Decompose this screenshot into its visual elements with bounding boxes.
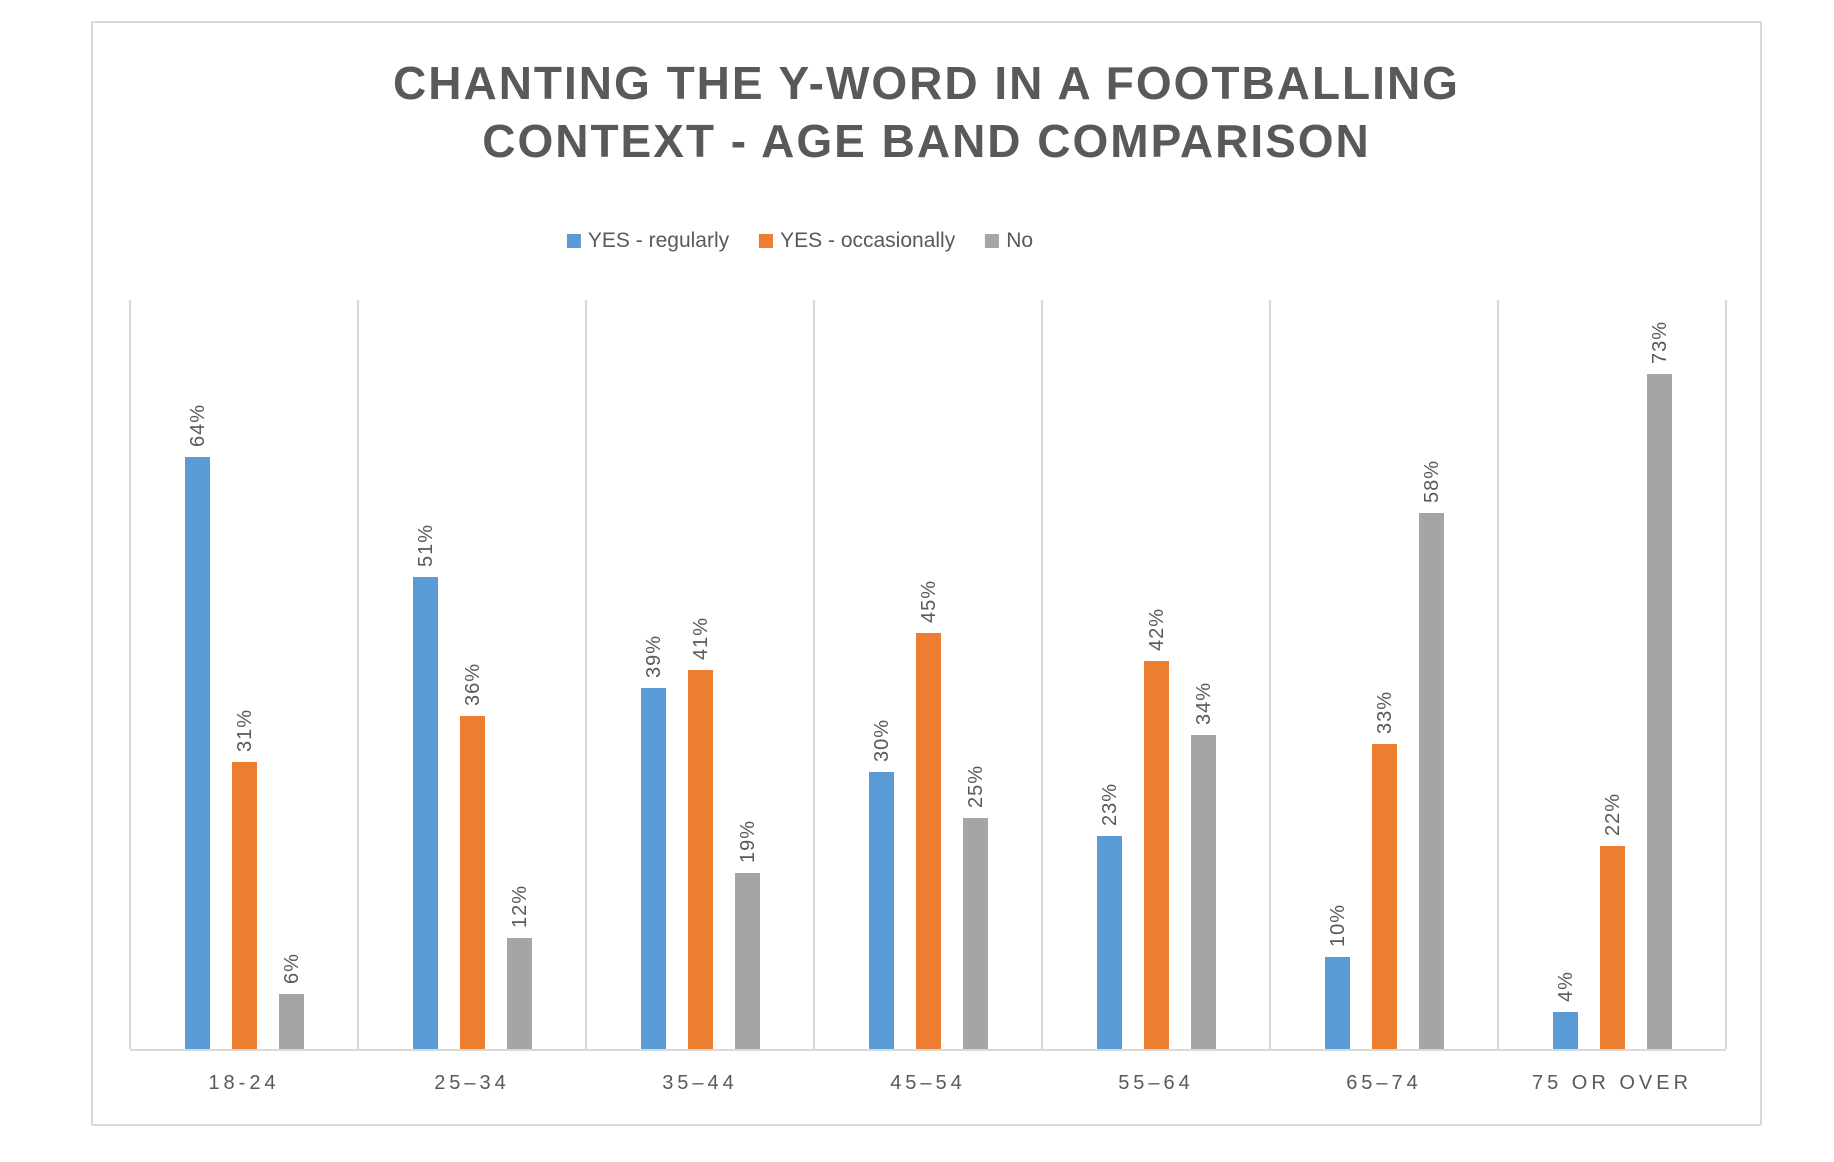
- bar-yes-regularly-18-24: [185, 457, 210, 1049]
- legend-label: YES - regularly: [587, 229, 730, 252]
- bar-yes-regularly-45-54: [869, 772, 894, 1049]
- bar-yes-regularly-75-or-over: [1553, 1012, 1578, 1049]
- bar-value-label: 51%: [414, 523, 437, 567]
- chart-legend: YES - regularly YES - occasionally No: [566, 229, 1033, 253]
- bar-value-label: 36%: [461, 662, 484, 706]
- bar-value-label: 34%: [1192, 681, 1215, 725]
- legend-label: YES - occasionally: [780, 229, 956, 252]
- legend-color-swatch: [759, 234, 774, 248]
- x-axis-line: [130, 1049, 1726, 1051]
- legend-item-no: No: [985, 229, 1033, 253]
- bar-value-label: 23%: [1098, 782, 1121, 826]
- bar-yes-regularly-65-74: [1325, 957, 1350, 1049]
- bar-value-label: 22%: [1601, 792, 1624, 836]
- bar-value-label: 4%: [1554, 971, 1577, 1002]
- bar-value-label: 73%: [1648, 320, 1671, 364]
- bar-no-18-24: [279, 994, 304, 1049]
- chart-title-text: CHANTING THE Y-WORD IN A FOOTBALLING CON…: [393, 57, 1460, 167]
- bar-yes-occasionally-65-74: [1372, 744, 1397, 1049]
- plot-area: 64% 51% 39% 30% 23% 10% 4% 31% 36% 41% 45% 42% 33% 22…: [129, 300, 1727, 1049]
- x-axis-label-25-34: 25–34: [434, 1072, 510, 1094]
- bar-value-label: 42%: [1145, 607, 1168, 651]
- bar-value-label: 6%: [280, 953, 303, 984]
- category-gridline: [1497, 300, 1499, 1049]
- bar-value-label: 33%: [1373, 690, 1396, 734]
- bar-no-65-74: [1419, 513, 1444, 1049]
- chart-title: CHANTING THE Y-WORD IN A FOOTBALLING CON…: [91, 55, 1762, 171]
- bar-value-label: 31%: [233, 708, 256, 752]
- bar-yes-occasionally-18-24: [232, 762, 257, 1049]
- category-gridline: [1269, 300, 1271, 1049]
- x-axis-label-55-64: 55–64: [1118, 1072, 1194, 1094]
- bar-yes-occasionally-55-64: [1144, 661, 1169, 1049]
- category-gridline: [129, 300, 131, 1049]
- bar-no-75-or-over: [1647, 374, 1672, 1049]
- legend-item-yes-regularly: YES - regularly: [566, 229, 730, 253]
- bar-no-45-54: [963, 818, 988, 1049]
- bar-yes-occasionally-45-54: [916, 633, 941, 1049]
- bar-yes-occasionally-75-or-over: [1600, 846, 1625, 1049]
- bar-yes-regularly-25-34: [413, 577, 438, 1049]
- category-gridline: [813, 300, 815, 1049]
- x-axis-label-45-54: 45–54: [890, 1072, 966, 1094]
- bar-yes-occasionally-35-44: [688, 670, 713, 1049]
- bar-value-label: 64%: [186, 403, 209, 447]
- bar-value-label: 30%: [870, 718, 893, 762]
- bar-value-label: 19%: [736, 819, 759, 863]
- bar-no-35-44: [735, 873, 760, 1049]
- x-axis-label-75-or-over: 75 OR OVER: [1531, 1072, 1693, 1094]
- category-gridline: [1041, 300, 1043, 1049]
- bar-value-label: 58%: [1420, 459, 1443, 503]
- bar-value-label: 10%: [1326, 903, 1349, 947]
- bar-value-label: 12%: [508, 884, 531, 928]
- bar-no-55-64: [1191, 735, 1216, 1049]
- x-axis-label-65-74: 65–74: [1346, 1072, 1422, 1094]
- bar-value-label: 41%: [689, 616, 712, 660]
- legend-item-yes-occasionally: YES - occasionally: [759, 229, 955, 253]
- x-axis-labels: 18-24 25–34 35–44 45–54 55–64 65–74 75 OR OVER: [130, 1072, 1726, 1102]
- category-gridline: [1725, 300, 1727, 1049]
- category-gridline: [357, 300, 359, 1049]
- legend-color-swatch: [985, 234, 1000, 248]
- bar-no-25-34: [507, 938, 532, 1049]
- x-axis-label-18-24: 18-24: [208, 1072, 280, 1094]
- legend-label: No: [1006, 229, 1034, 252]
- bar-value-label: 39%: [642, 634, 665, 678]
- legend-color-swatch: [566, 234, 581, 248]
- bar-yes-occasionally-25-34: [460, 716, 485, 1049]
- bar-yes-regularly-55-64: [1097, 836, 1122, 1049]
- category-gridline: [585, 300, 587, 1049]
- bar-value-label: 45%: [917, 579, 940, 623]
- bar-value-label: 25%: [964, 764, 987, 808]
- x-axis-label-35-44: 35–44: [662, 1072, 738, 1094]
- bar-yes-regularly-35-44: [641, 688, 666, 1049]
